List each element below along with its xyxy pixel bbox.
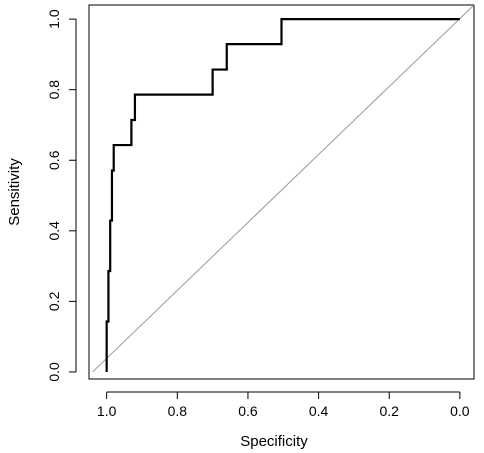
x-tick-label: 0.6 [238,403,258,419]
y-axis-title: Sensitivity [6,158,23,226]
reference-diagonal-line [92,4,475,373]
plot-frame [88,4,475,380]
y-tick-label: 0.4 [46,221,62,241]
series-layer [105,18,460,372]
y-axis: 0.0 0.2 0.4 0.6 0.8 1.0 [46,9,77,382]
y-tick-label: 1.0 [46,9,62,29]
reference-layer [92,4,475,373]
x-tick-label: 0.2 [379,403,399,419]
y-tick-label: 0.8 [46,80,62,100]
x-axis-title: Specificity [240,433,308,450]
x-tick-label: 0.0 [450,403,470,419]
x-tick-label: 0.4 [309,403,329,419]
y-tick-label: 0.0 [46,362,62,382]
roc-curve-line-0 [105,18,460,372]
x-tick-label: 1.0 [97,403,117,419]
x-tick-label: 0.8 [168,403,188,419]
y-tick-label: 0.6 [46,150,62,170]
y-tick-label: 0.2 [46,291,62,311]
x-axis: 1.0 0.8 0.6 0.4 0.2 0.0 [97,391,470,419]
